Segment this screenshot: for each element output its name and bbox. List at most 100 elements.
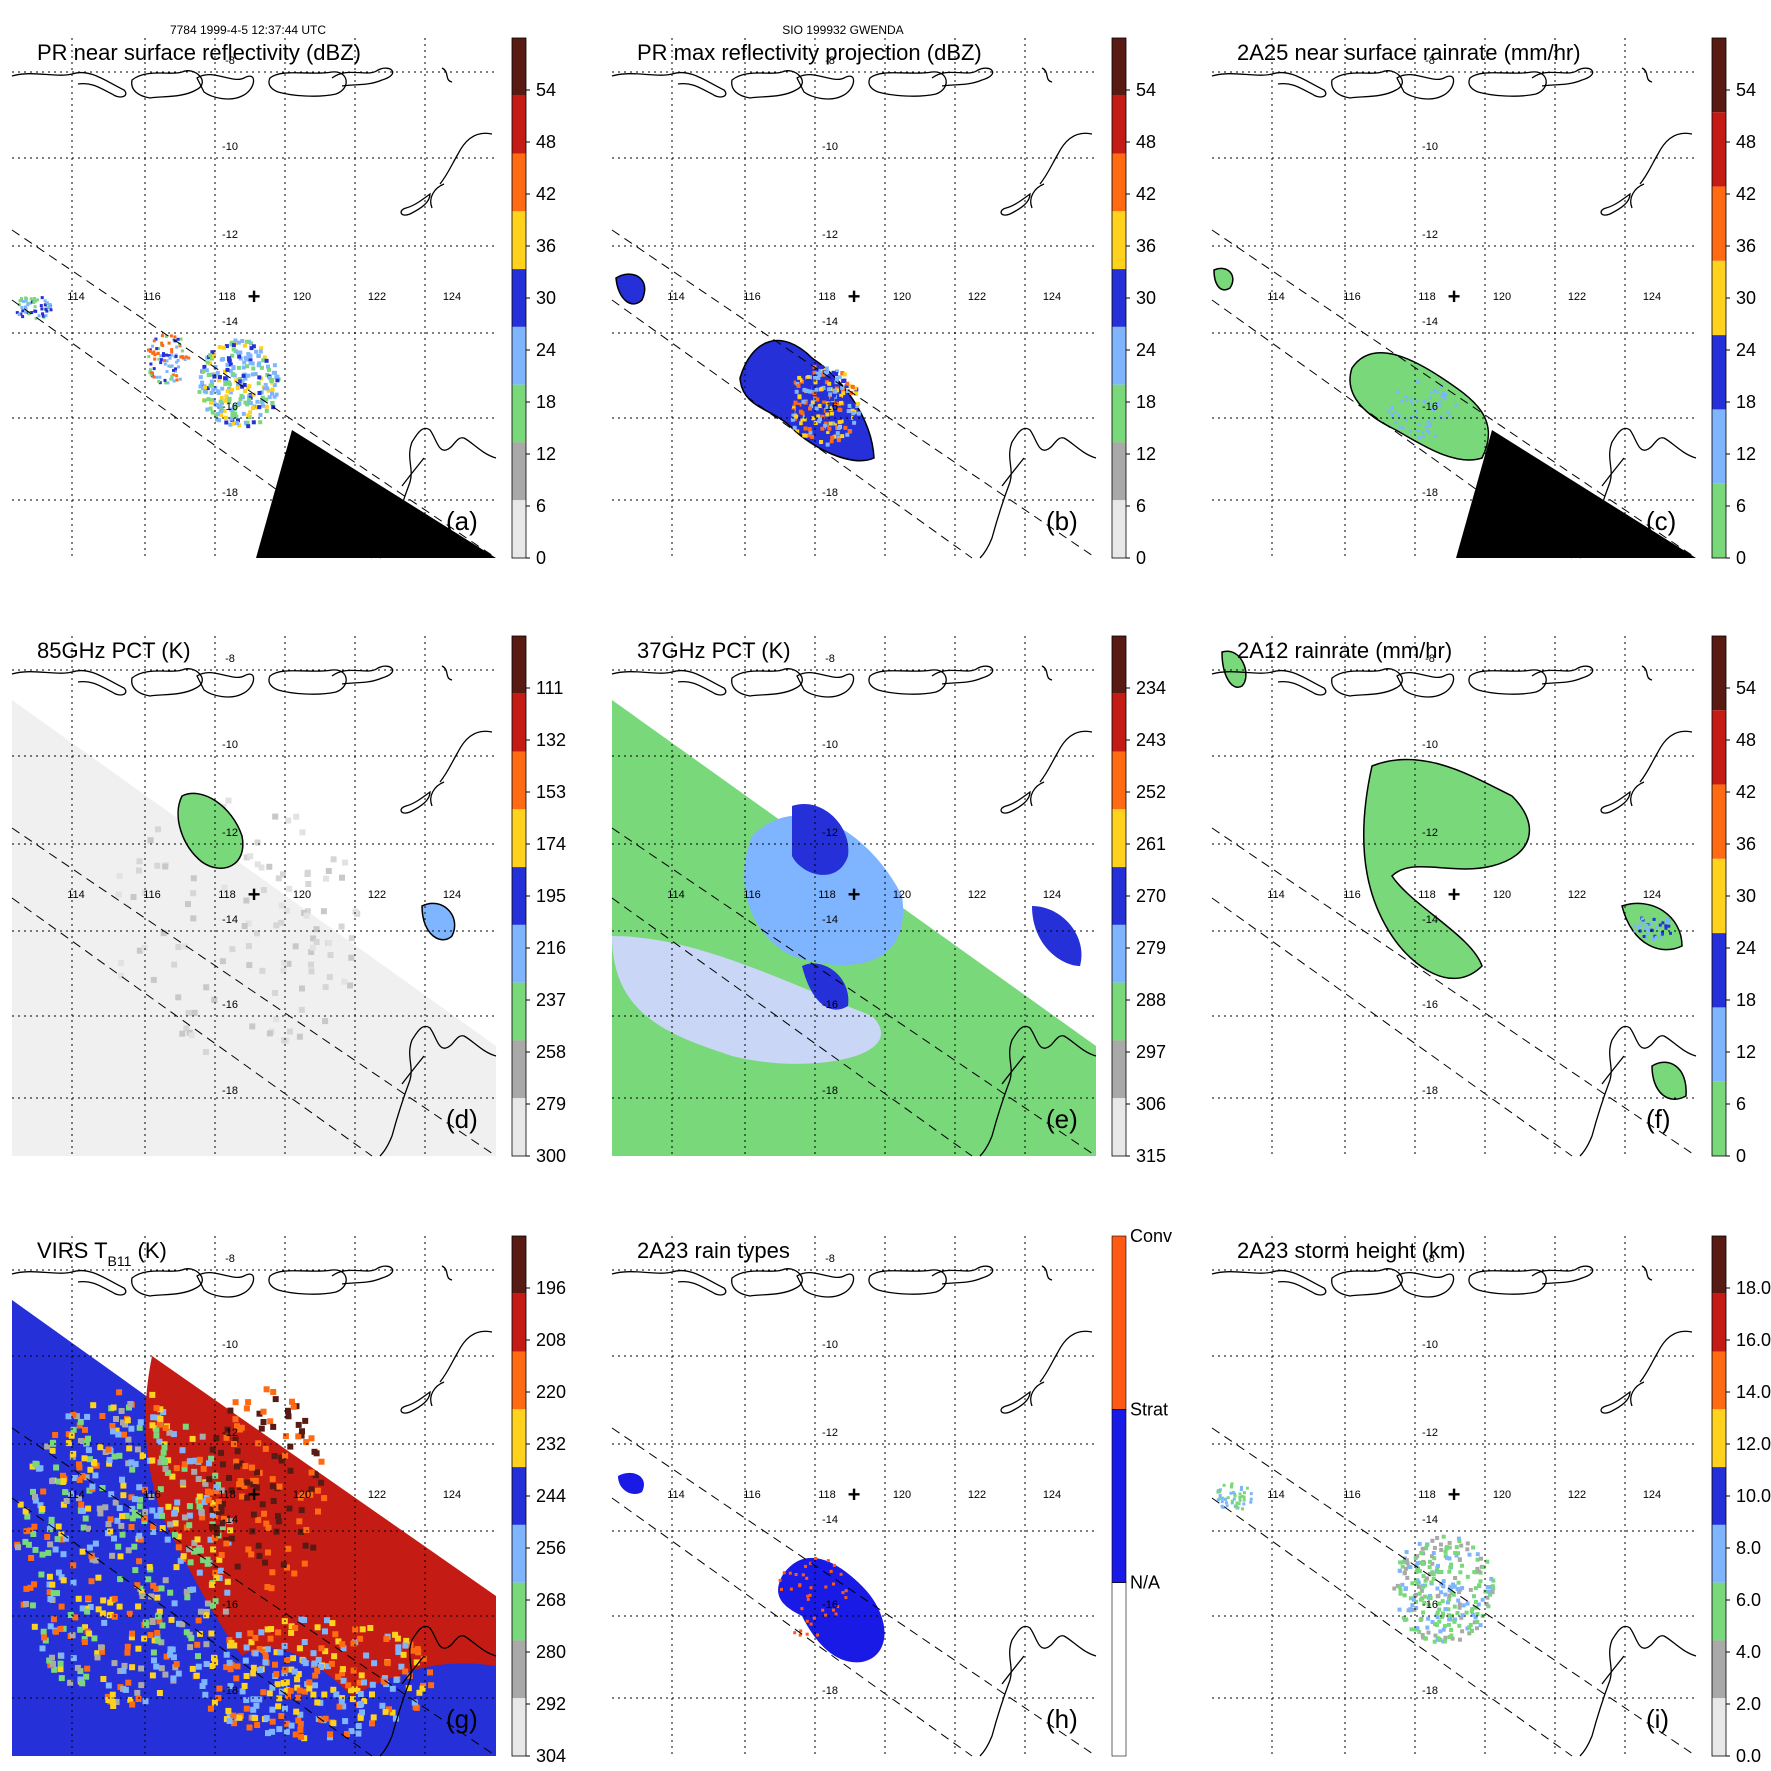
data-pixel <box>1452 1604 1457 1609</box>
data-pixel <box>1249 1497 1253 1501</box>
data-pixel <box>821 372 826 377</box>
data-pixel <box>225 1707 232 1714</box>
data-pixel <box>825 438 830 443</box>
data-pixel <box>321 1691 328 1698</box>
colorbar-tick-label: 36 <box>1736 834 1756 854</box>
data-pixel <box>339 1666 346 1673</box>
coastline <box>1041 665 1053 681</box>
panel-e: 114 116 118 120 122 124-8-10-12-14-16-18+37GH… <box>611 635 1166 1166</box>
data-pixel <box>255 399 260 404</box>
data-pixel <box>18 299 22 303</box>
data-pixel <box>850 408 855 413</box>
colorbar-segment <box>1112 924 1126 983</box>
data-pixel <box>308 968 315 975</box>
data-pixel <box>823 370 828 375</box>
data-pixel <box>155 375 159 379</box>
lat-label: -12 <box>222 229 238 241</box>
lat-label: -10 <box>222 141 238 153</box>
data-pixel <box>310 1650 317 1657</box>
data-pixel <box>156 1608 163 1615</box>
data-pixel <box>116 1505 123 1512</box>
colorbar-tick-label: 24 <box>1136 340 1156 360</box>
data-pixel <box>1400 1582 1405 1587</box>
data-pixel <box>155 1613 162 1620</box>
data-pixel <box>855 404 860 409</box>
data-pixel <box>98 1644 104 1651</box>
data-pixel <box>30 1531 37 1537</box>
data-pixel <box>805 412 810 417</box>
data-pixel <box>77 1438 84 1444</box>
data-pixel <box>49 1654 55 1661</box>
data-pixel <box>1638 929 1642 933</box>
data-pixel <box>248 410 253 415</box>
data-pixel <box>115 891 122 898</box>
data-pixel <box>72 1475 79 1481</box>
data-pixel <box>383 1636 390 1642</box>
data-pixel <box>308 949 315 955</box>
data-pixel <box>803 433 808 438</box>
data-pixel <box>836 438 841 443</box>
data-pixel <box>153 1426 160 1433</box>
data-pixel <box>151 1637 158 1644</box>
lon-label: 120 <box>293 889 311 901</box>
data-pixel <box>847 415 852 420</box>
data-pixel <box>282 1433 289 1440</box>
data-pixel <box>803 426 808 431</box>
data-pixel <box>1633 924 1637 928</box>
data-pixel <box>796 384 801 388</box>
data-pixel <box>208 1455 215 1462</box>
data-pixel <box>801 1573 805 1577</box>
data-pixel <box>223 376 228 381</box>
data-pixel <box>824 405 829 410</box>
data-pixel <box>239 1688 246 1695</box>
data-pixel <box>186 1458 193 1465</box>
colorbar-tick-label: 195 <box>536 886 566 906</box>
data-pixel <box>1414 1562 1419 1567</box>
colorbar-segment <box>1112 384 1126 443</box>
data-pixel <box>235 350 240 355</box>
data-pixel <box>357 1714 364 1721</box>
data-pixel <box>134 1689 141 1696</box>
data-pixel <box>23 1601 29 1607</box>
data-pixel <box>212 374 217 379</box>
coastline <box>11 1269 127 1296</box>
lon-label: 122 <box>1568 291 1586 303</box>
colorbar-tick-label: 24 <box>1736 340 1756 360</box>
data-pixel <box>83 1474 90 1481</box>
data-pixel <box>49 1478 56 1485</box>
data-pixel <box>265 372 270 377</box>
data-pixel <box>280 1680 287 1686</box>
data-pixel <box>243 1673 250 1679</box>
data-pixel <box>1423 1636 1428 1641</box>
data-pixel <box>107 1516 114 1523</box>
data-region <box>256 430 496 558</box>
data-pixel <box>87 1466 94 1473</box>
data-pixel <box>1393 410 1397 414</box>
data-pixel <box>276 1726 283 1733</box>
data-pixel <box>116 1389 123 1396</box>
data-pixel <box>174 369 178 373</box>
data-pixel <box>148 370 152 374</box>
data-pixel <box>228 369 233 373</box>
data-pixel <box>808 1593 812 1597</box>
data-pixel <box>348 954 355 961</box>
data-pixel <box>220 386 225 391</box>
data-pixel <box>52 1432 59 1438</box>
data-pixel <box>853 386 858 391</box>
data-pixel <box>351 1686 358 1693</box>
data-pixel <box>253 930 260 937</box>
data-pixel <box>115 1431 122 1438</box>
data-pixel <box>161 344 165 347</box>
data-pixel <box>137 1496 143 1503</box>
data-pixel <box>1441 1627 1446 1632</box>
colorbar-segment <box>1112 153 1126 212</box>
data-pixel <box>1661 930 1664 934</box>
lat-label: -16 <box>1422 1599 1438 1611</box>
data-pixel <box>1642 935 1646 938</box>
data-pixel <box>1429 422 1432 426</box>
data-pixel <box>268 1626 275 1632</box>
data-pixel <box>1433 1633 1438 1638</box>
data-pixel <box>1667 924 1671 928</box>
colorbar-tick-label: 12 <box>1136 444 1156 464</box>
data-pixel <box>1417 1591 1422 1596</box>
